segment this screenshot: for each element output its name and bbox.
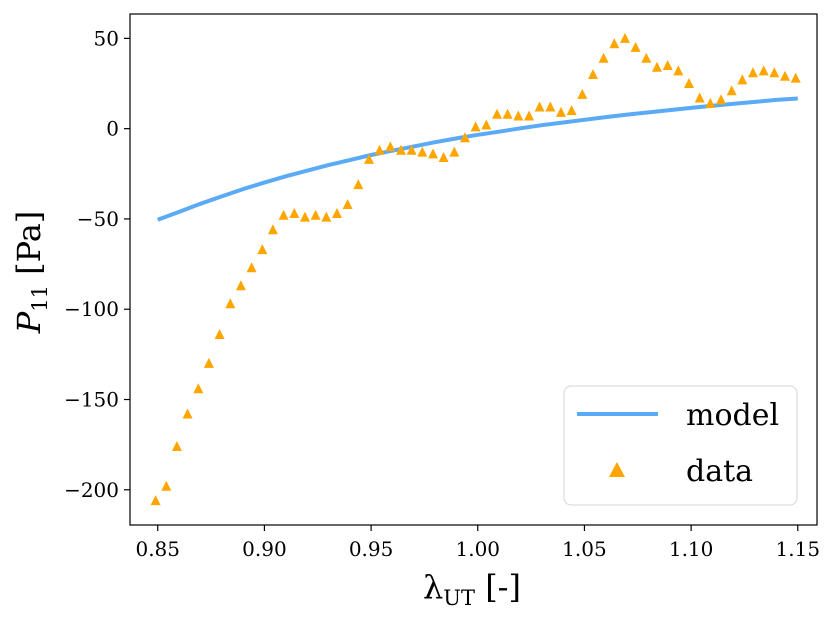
y-tick-label: −50 bbox=[77, 207, 119, 231]
plot-frame bbox=[129, 13, 818, 526]
data-point bbox=[396, 144, 406, 155]
data-point bbox=[652, 61, 662, 72]
data-point bbox=[662, 60, 673, 70]
data-point bbox=[214, 329, 225, 339]
data-point bbox=[225, 298, 236, 309]
data-point bbox=[171, 441, 182, 451]
data-point bbox=[780, 70, 790, 81]
legend-model-label: model bbox=[686, 398, 779, 433]
data-point bbox=[492, 108, 502, 119]
x-tick-label: 1.05 bbox=[562, 537, 607, 561]
data-point bbox=[300, 211, 310, 222]
data-point bbox=[758, 65, 769, 76]
data-point bbox=[470, 121, 481, 132]
y-axis: 50 0 −50 −100 −150 −200 bbox=[64, 26, 130, 502]
legend-data-marker bbox=[609, 462, 625, 477]
data-point bbox=[310, 209, 321, 220]
x-axis-label-sub: UT bbox=[443, 586, 475, 610]
x-tick-label: 0.85 bbox=[135, 537, 180, 561]
data-point bbox=[161, 480, 172, 491]
y-tick-label: −150 bbox=[64, 388, 119, 412]
data-point bbox=[566, 105, 577, 116]
data-point bbox=[737, 74, 748, 85]
data-point bbox=[150, 495, 161, 506]
data-point bbox=[588, 69, 598, 79]
data-point bbox=[385, 141, 396, 152]
y-axis-label-sub: 11 bbox=[28, 285, 52, 312]
data-point bbox=[534, 101, 545, 112]
data-point bbox=[267, 224, 278, 235]
model-series-line bbox=[157, 96, 798, 222]
data-point bbox=[342, 199, 353, 209]
data-point bbox=[182, 408, 193, 419]
data-point bbox=[321, 211, 332, 222]
data-point bbox=[353, 179, 364, 190]
data-point bbox=[374, 144, 385, 155]
x-tick-label: 0.95 bbox=[349, 537, 394, 561]
data-point bbox=[438, 152, 449, 162]
data-point bbox=[193, 383, 204, 394]
data-point bbox=[620, 32, 630, 43]
data-point bbox=[545, 101, 556, 112]
series-layer bbox=[150, 32, 801, 506]
y-tick-label: −100 bbox=[64, 297, 119, 321]
y-axis-label: P11 [Pa] bbox=[10, 211, 52, 335]
x-tick-label: 1.00 bbox=[456, 537, 501, 561]
data-point bbox=[289, 208, 300, 218]
data-point bbox=[246, 262, 257, 273]
x-axis: 0.85 0.90 0.95 1.00 1.05 1.10 1.15 bbox=[135, 525, 820, 561]
data-point bbox=[726, 85, 737, 96]
data-point bbox=[203, 357, 214, 368]
data-point bbox=[748, 67, 758, 78]
x-axis-label-main: λ bbox=[423, 568, 443, 606]
legend: model data bbox=[563, 385, 798, 506]
x-axis-label: λUT [-] bbox=[423, 568, 521, 610]
data-point bbox=[502, 108, 513, 119]
y-tick-label: −200 bbox=[64, 478, 119, 502]
data-point bbox=[364, 153, 374, 164]
y-axis-label-main: P bbox=[10, 311, 48, 334]
data-point bbox=[630, 41, 641, 52]
y-tick-label: 50 bbox=[94, 26, 119, 50]
data-point bbox=[449, 146, 460, 157]
data-point bbox=[257, 244, 268, 255]
data-point bbox=[577, 88, 588, 99]
data-point bbox=[460, 132, 470, 143]
data-point bbox=[598, 52, 609, 63]
data-point bbox=[716, 94, 726, 105]
data-point bbox=[705, 97, 716, 108]
x-tick-label: 1.10 bbox=[669, 537, 714, 561]
data-point bbox=[524, 110, 534, 121]
data-point bbox=[428, 148, 438, 159]
data-point bbox=[790, 72, 801, 83]
data-point bbox=[417, 146, 428, 157]
data-point bbox=[684, 78, 694, 88]
data-point bbox=[694, 92, 705, 103]
data-point bbox=[513, 110, 524, 121]
data-point bbox=[235, 280, 246, 291]
x-axis-label-unit: [-] bbox=[475, 568, 521, 606]
x-tick-label: 1.15 bbox=[776, 537, 821, 561]
data-point bbox=[769, 67, 780, 78]
data-point bbox=[609, 38, 620, 49]
data-point bbox=[556, 106, 566, 117]
data-point bbox=[641, 52, 652, 63]
data-point bbox=[278, 209, 289, 220]
x-tick-label: 0.90 bbox=[242, 537, 287, 561]
data-point bbox=[481, 119, 492, 130]
data-point bbox=[332, 208, 342, 218]
y-axis-label-unit: [Pa] bbox=[10, 211, 48, 285]
y-tick-label: 0 bbox=[106, 117, 119, 141]
data-point bbox=[673, 65, 684, 76]
legend-data-label: data bbox=[686, 454, 753, 489]
data-point bbox=[406, 144, 417, 155]
